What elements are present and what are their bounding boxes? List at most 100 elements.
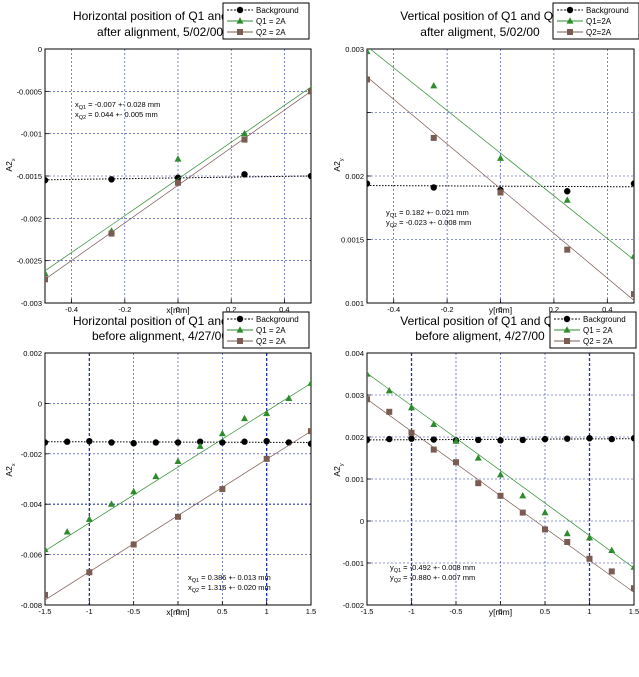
annotation-text: = -0.007 +- 0.028 mm: [86, 100, 160, 109]
x-tick-label: -0.4: [65, 305, 78, 314]
chart-title-line: after alignment, 5/02/00: [97, 25, 223, 39]
data-point: [367, 180, 371, 187]
y-tick-label: 0.002: [345, 172, 364, 181]
data-point: [564, 338, 570, 344]
x-tick-label: 0.4: [279, 305, 289, 314]
data-point: [45, 269, 49, 276]
series-2: [367, 49, 634, 261]
x-tick-label: 0.2: [226, 305, 236, 314]
fit-annotation: yQ1 = -0.492 +- 0.008 mm: [390, 563, 475, 574]
x-tick-label: 0.4: [602, 305, 612, 314]
data-point: [218, 429, 226, 437]
y-axis-label-sub: y: [339, 158, 345, 161]
data-point: [263, 409, 271, 417]
y-axis-label: A2y: [332, 158, 345, 171]
data-point: [452, 437, 460, 444]
fit-annotation: xQ1 = 0.386 +- 0.013 mm: [188, 573, 271, 584]
data-point: [130, 440, 137, 447]
legend-entry: Q1=2A: [586, 17, 612, 26]
legend-entry: Background: [583, 315, 626, 324]
data-point: [367, 76, 370, 83]
x-axis-label: x[mm]: [166, 607, 189, 617]
data-point: [175, 513, 181, 520]
data-point: [519, 492, 527, 499]
data-point: [541, 508, 549, 516]
annotation-text: = 0.182 +- 0.021 mm: [397, 208, 469, 217]
x-tick-label: -0.2: [441, 305, 454, 314]
data-point: [586, 534, 593, 541]
x-axis-label: y[mm]: [489, 305, 512, 315]
legend-entry: Q2 = 2A: [256, 337, 286, 346]
y-tick-label: -0.004: [21, 500, 42, 509]
data-point: [563, 326, 571, 333]
data-point: [236, 326, 244, 333]
data-point: [86, 569, 93, 576]
data-point: [564, 539, 571, 545]
y-tick-label: 0.004: [345, 349, 364, 358]
data-point: [586, 435, 593, 442]
fit-annotation: xQ2 = 1.316 +- 0.020 mm: [188, 583, 271, 594]
y-axis-label: A2y: [332, 463, 345, 476]
annotation-sub: Q1: [79, 105, 86, 111]
chart-title-line: Horizontal position of Q1 and Q2: [73, 314, 247, 328]
legend-entry: Q2=2A: [586, 28, 612, 37]
data-point: [45, 177, 49, 184]
legend-entry: Background: [256, 315, 299, 324]
annotation-text: = 0.386 +- 0.013 mm: [199, 573, 271, 582]
data-point: [475, 480, 482, 487]
data-point: [566, 6, 574, 14]
x-tick-label: -0.5: [127, 607, 140, 616]
annotation-var: y: [390, 573, 394, 582]
data-point: [385, 387, 393, 394]
annotation-sub: Q2: [390, 223, 397, 229]
chart-title-line: before aligment, 4/27/00: [415, 329, 545, 343]
x-tick-label: 0.5: [540, 607, 550, 616]
data-point: [263, 455, 270, 462]
data-point: [430, 82, 438, 89]
y-tick-label: 0.001: [345, 299, 364, 308]
data-point: [386, 408, 393, 415]
data-point: [474, 454, 482, 461]
annotation-sub: Q2: [394, 578, 401, 584]
y-tick-label: -0.002: [21, 214, 42, 223]
x-tick-label: 1: [265, 607, 269, 616]
data-point: [152, 439, 160, 446]
data-point: [241, 129, 248, 137]
annotation-sub: Q1: [192, 578, 199, 584]
data-point: [130, 541, 137, 548]
data-point: [196, 442, 204, 449]
data-point: [130, 487, 138, 495]
data-point: [108, 176, 115, 183]
data-point: [567, 29, 573, 35]
annotation-text: = -0.492 +- 0.008 mm: [401, 563, 475, 572]
data-point: [367, 49, 371, 55]
annotation-var: x: [188, 583, 192, 592]
data-point: [430, 134, 437, 141]
data-point: [85, 515, 93, 522]
y-tick-label: -0.003: [21, 299, 42, 308]
y-axis-label-sub: x: [11, 158, 17, 161]
fit-line: [367, 76, 634, 301]
data-point: [453, 459, 459, 466]
data-point: [631, 291, 634, 298]
data-point: [586, 555, 593, 562]
legend-entry: Q2 = 2A: [583, 337, 613, 346]
data-point: [174, 155, 182, 162]
x-tick-label: 1.5: [306, 607, 316, 616]
data-point: [263, 438, 270, 445]
chart-panel-1: Horizontal position of Q1 and Q2 after al…: [4, 2, 312, 315]
data-point: [566, 17, 574, 24]
legend-entry: Q1 = 2A: [583, 326, 613, 335]
data-point: [519, 436, 526, 444]
data-point: [563, 315, 571, 323]
data-point: [45, 276, 48, 283]
data-point: [236, 6, 244, 14]
data-point: [564, 435, 571, 442]
y-tick-label: 0.001: [345, 475, 364, 484]
data-point: [63, 438, 71, 445]
annotation-var: y: [386, 218, 390, 227]
y-tick-label: 0: [38, 45, 42, 54]
series-3: [367, 396, 634, 593]
series-1: [45, 438, 311, 447]
series-2: [367, 370, 634, 570]
